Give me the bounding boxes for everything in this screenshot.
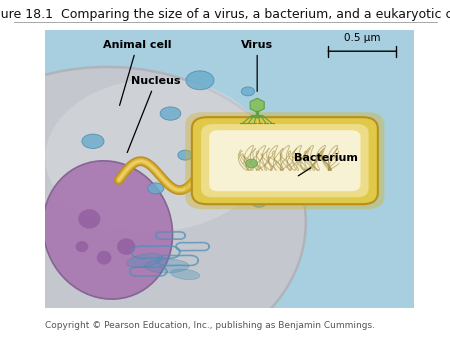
Ellipse shape — [252, 197, 266, 207]
Ellipse shape — [43, 161, 172, 299]
Ellipse shape — [117, 238, 135, 255]
Ellipse shape — [76, 241, 88, 252]
FancyBboxPatch shape — [209, 130, 360, 191]
Ellipse shape — [78, 209, 100, 228]
Text: Virus: Virus — [241, 40, 273, 91]
Ellipse shape — [198, 185, 216, 197]
Text: Copyright © Pearson Education, Inc., publishing as Benjamin Cummings.: Copyright © Pearson Education, Inc., pub… — [45, 320, 375, 330]
Polygon shape — [144, 259, 189, 273]
Text: Bacterium: Bacterium — [293, 153, 357, 176]
Text: Figure 18.1  Comparing the size of a virus, a bacterium, and a eukaryotic cell: Figure 18.1 Comparing the size of a viru… — [0, 8, 450, 21]
Ellipse shape — [0, 67, 306, 338]
Ellipse shape — [45, 79, 266, 232]
Ellipse shape — [186, 71, 214, 90]
Text: Animal cell: Animal cell — [103, 40, 171, 105]
Ellipse shape — [241, 87, 255, 96]
Circle shape — [246, 159, 257, 168]
Ellipse shape — [221, 122, 238, 133]
Ellipse shape — [148, 183, 164, 194]
FancyBboxPatch shape — [192, 117, 378, 204]
Polygon shape — [127, 254, 162, 267]
Ellipse shape — [178, 150, 193, 160]
Ellipse shape — [97, 251, 112, 265]
Polygon shape — [250, 98, 264, 112]
FancyBboxPatch shape — [201, 124, 369, 197]
Polygon shape — [171, 269, 200, 280]
Text: Nucleus: Nucleus — [127, 76, 180, 152]
Ellipse shape — [160, 107, 181, 120]
Text: 0.5 μm: 0.5 μm — [344, 33, 381, 44]
FancyBboxPatch shape — [185, 112, 384, 209]
Ellipse shape — [82, 134, 104, 148]
